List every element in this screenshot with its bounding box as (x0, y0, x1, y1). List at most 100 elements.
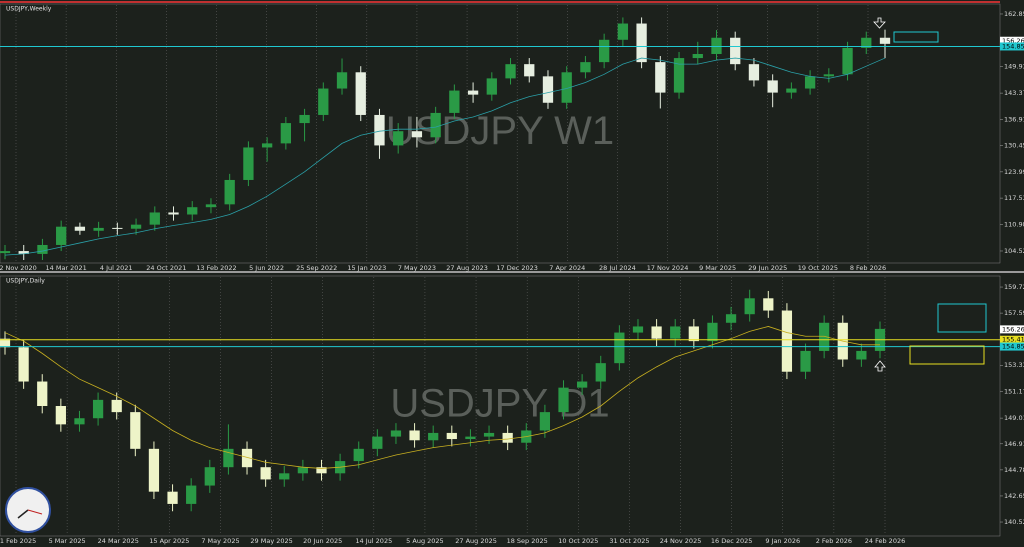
price-tag-label: 156.261 (1002, 37, 1024, 45)
candle-body (261, 143, 273, 148)
candle-body (539, 412, 551, 431)
candle-body (92, 399, 104, 419)
candle-body (486, 78, 497, 95)
candle-body (505, 64, 516, 79)
candle-body (93, 227, 104, 231)
candle-body (316, 467, 327, 474)
price-tag-label: 154.856 (1002, 343, 1024, 351)
candle-body (353, 448, 364, 462)
price-tag-label: 156.261 (1002, 325, 1024, 333)
candle-body (673, 58, 685, 93)
y-tick-label: 146.910 (1004, 440, 1024, 448)
x-tick-label: 24 Oct 2021 (146, 264, 186, 272)
candle-body (112, 227, 123, 229)
x-tick-label: 29 Jun 2025 (748, 264, 787, 272)
candle-body (823, 74, 834, 77)
x-tick-label: 13 Feb 2022 (196, 264, 236, 272)
candle-body (37, 381, 48, 406)
weekly-frame (0, 3, 1001, 264)
price-tag (1000, 325, 1024, 334)
candle-body (786, 88, 797, 93)
candle-body (614, 332, 625, 364)
x-tick-label: 21 Feb 2025 (0, 537, 36, 545)
arrow-up (874, 360, 886, 372)
candle-body (561, 72, 572, 103)
candle-body (149, 212, 160, 225)
moving-average (4, 326, 880, 469)
candle-body (18, 347, 29, 382)
moving-average (4, 57, 886, 256)
candle-body (688, 326, 699, 342)
x-tick-label: 7 Apr 2024 (549, 264, 585, 272)
x-tick-label: 24 Mar 2025 (98, 537, 139, 545)
daily-frame (0, 275, 1001, 537)
y-tick-label: 117.535 (1004, 194, 1024, 202)
candle-body (781, 310, 793, 372)
candle-body (205, 204, 217, 208)
x-tick-label: 7 May 2025 (201, 537, 239, 545)
candle-body (632, 326, 644, 333)
x-tick-label: 27 Aug 2025 (455, 537, 497, 545)
candle-body (767, 80, 778, 93)
panel-title: USDJPY,Weekly (6, 6, 52, 13)
candle-body (355, 72, 366, 115)
candle-body (167, 491, 178, 504)
candle-body (524, 64, 535, 77)
candle-body (280, 123, 291, 144)
candle-body (465, 436, 476, 440)
candle-body (804, 76, 816, 89)
layers: USDJPY W1 USDJPY,Weekly 22 Nov 2020 14 Mar … (0, 5, 1024, 545)
candle-body (577, 381, 588, 388)
candle-body (372, 436, 383, 449)
candle-body (580, 62, 591, 73)
x-tick-label: 18 Sep 2025 (507, 537, 548, 545)
x-tick-label: 31 Oct 2025 (609, 537, 649, 545)
candle-body (111, 399, 122, 413)
x-tick-label: 9 Mar 2025 (699, 264, 736, 272)
y-tick-label: 142.650 (1004, 492, 1024, 500)
candle-body (0, 251, 11, 254)
candle-body (446, 432, 457, 440)
candle-body (856, 350, 867, 360)
y-tick-label: 153.330 (1004, 361, 1024, 369)
y-tick-label: 157.590 (1004, 309, 1024, 317)
candle-body (636, 23, 647, 63)
candle-body (168, 212, 179, 215)
candle-body (74, 226, 86, 231)
candle-body (748, 64, 760, 81)
zone-box (909, 345, 985, 365)
candle-body (74, 418, 85, 425)
candle-body (430, 112, 441, 138)
panel-title: USDJPY,Daily (6, 278, 45, 285)
candle-body (861, 37, 872, 48)
candle-body (542, 76, 554, 103)
candle-body (409, 430, 420, 441)
candle-body (243, 147, 254, 180)
x-tick-label: 14 Mar 2021 (46, 264, 87, 272)
x-tick-label: 20 Jun 2025 (303, 537, 342, 545)
candle-body (692, 54, 703, 59)
x-tick-label: 19 Oct 2025 (798, 264, 838, 272)
candle-body (130, 224, 142, 229)
candle-body (299, 114, 310, 124)
candle-body (393, 131, 404, 146)
candle-body (449, 90, 460, 113)
x-tick-label: 9 Jan 2026 (765, 537, 800, 545)
candle-body (224, 179, 235, 205)
candle-body (842, 47, 853, 75)
candle-body (186, 485, 197, 504)
x-tick-label: 15 Jan 2023 (347, 264, 386, 272)
candle-body (670, 326, 681, 339)
x-tick-label: 4 Jul 2021 (100, 264, 133, 272)
watermark: USDJPY D1 (390, 382, 609, 426)
x-tick-label: 5 Mar 2025 (49, 537, 86, 545)
candle-body (879, 37, 891, 44)
candle-body (763, 298, 774, 311)
y-tick-label: 144.780 (1004, 466, 1024, 474)
candle-body (390, 430, 402, 437)
arrow-down (873, 17, 886, 29)
candle-body (502, 432, 513, 443)
candle-body (223, 448, 234, 468)
candle-body (241, 448, 253, 468)
